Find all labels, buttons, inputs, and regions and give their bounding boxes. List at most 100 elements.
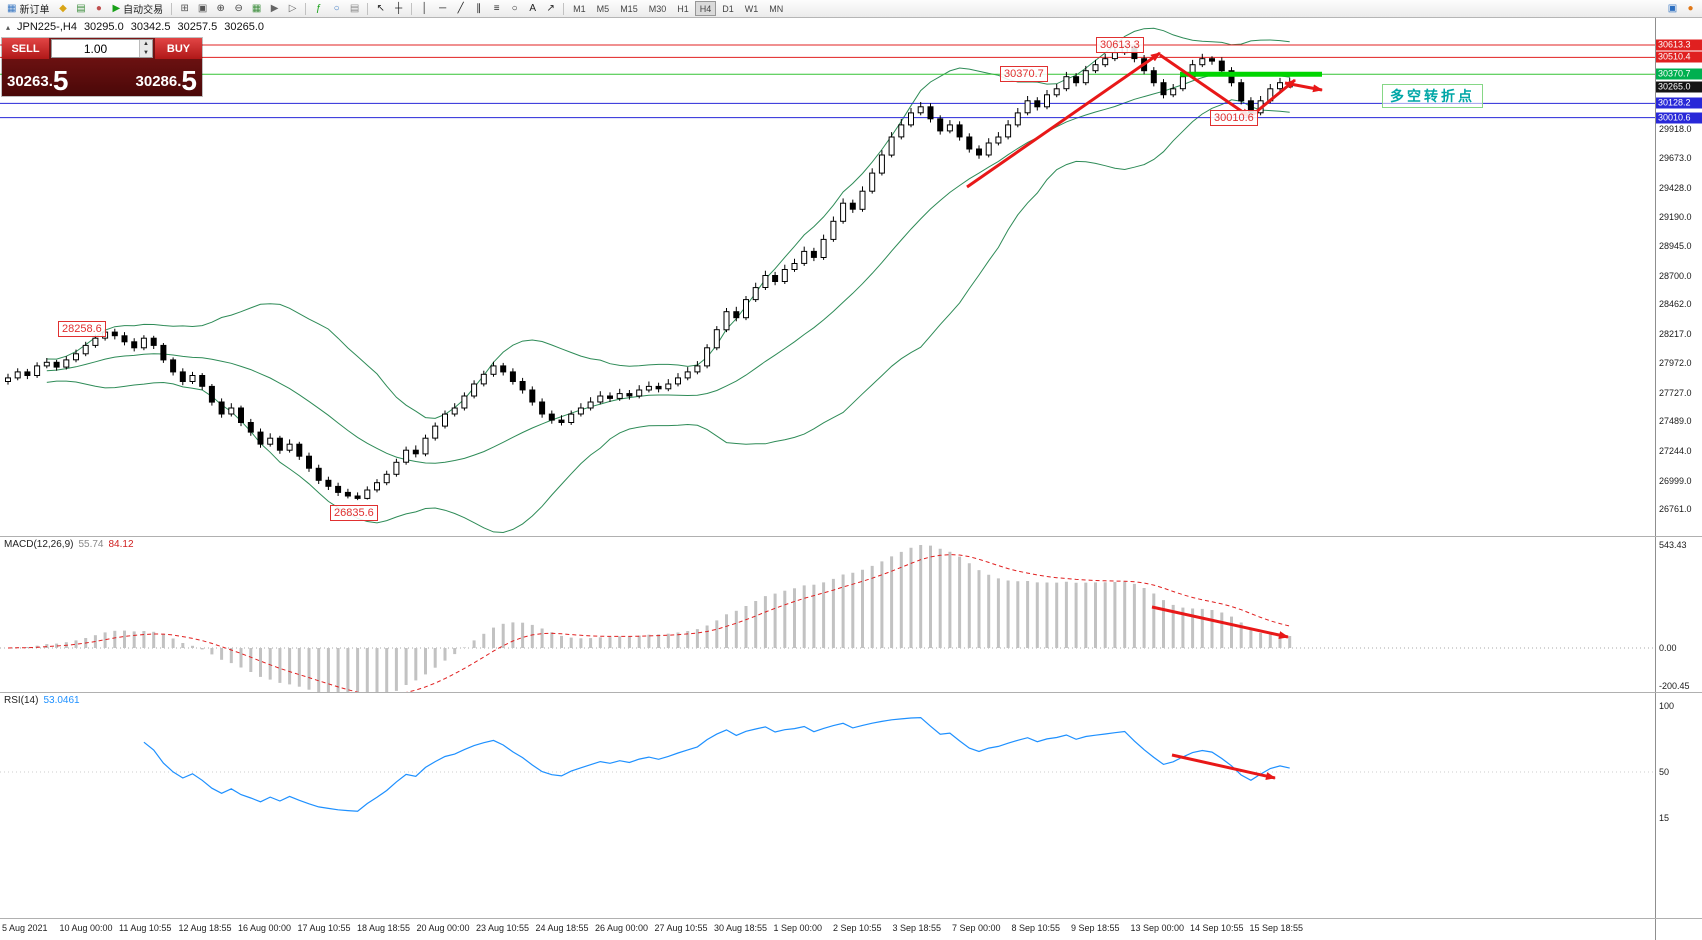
rsi-panel-canvas[interactable] [0, 693, 1655, 918]
timeframe-d1[interactable]: D1 [722, 3, 734, 14]
price-tick: 27489.0 [1659, 416, 1692, 427]
one-click-trade-widget: SELL ▲ ▼ BUY 30263. 5 30286. 5 [2, 38, 202, 96]
candles [5, 45, 1293, 501]
market-watch-icon[interactable]: ◆ [59, 3, 67, 14]
time-label: 11 Aug 10:55 [119, 923, 172, 933]
auto-trading-button[interactable]: ▶ 自动交易 [108, 2, 167, 16]
macd-label: MACD(12,26,9) 55.74 84.12 [4, 539, 134, 550]
timeframe-m5[interactable]: M5 [596, 3, 610, 14]
time-label: 20 Aug 00:00 [416, 923, 470, 933]
templates-icon[interactable]: ▤ [349, 3, 360, 14]
timeframe-h4[interactable]: H4 [694, 1, 717, 16]
horizontal-level-lines [0, 44, 1655, 119]
time-label: 26 Aug 00:00 [595, 923, 649, 933]
macd-signal-value: 84.12 [108, 539, 134, 550]
text-tool-icon[interactable]: A [529, 3, 536, 14]
panel-separator [0, 692, 1702, 693]
horizontal-line-icon[interactable]: ─ [439, 3, 447, 14]
top-toolbar: ▦ 新订单 ◆ ▤ ● ▶ 自动交易 ⊞ ▣ ⊕ ⊖ ▦ ▶ ▷ ƒ ○ ▤ ↖ ┼ │ ─ ╱ ∥ ≡ ○ A ↗ M1 M5 M15 M… [0, 0, 1702, 18]
price-scale[interactable]: 29918.0 29673.0 29428.0 29190.0 28945.0 28700… [1655, 18, 1702, 940]
main-chart-canvas[interactable] [0, 18, 1655, 536]
price-tick: 28945.0 [1659, 241, 1692, 251]
price-line-tag: 30128.2 [1656, 97, 1702, 109]
data-window-icon[interactable]: ▤ [76, 3, 86, 14]
symbol-marker-icon: ▴ [6, 22, 11, 32]
rsi-value: 53.0461 [43, 695, 80, 706]
price-line-tag: 30265.0 [1656, 81, 1702, 93]
timeframe-m1[interactable]: M1 [573, 3, 586, 14]
navigator-icon[interactable]: ● [95, 3, 102, 14]
time-label: 17 Aug 10:55 [297, 923, 351, 933]
price-tick: 27727.0 [1659, 387, 1692, 398]
notification-icon[interactable]: ● [1687, 3, 1694, 14]
auto-scroll-icon[interactable]: ▶ [270, 3, 279, 14]
price-callout: 30010.6 [1210, 110, 1258, 126]
buy-price-big-digit: 5 [181, 65, 197, 96]
time-label: 14 Sep 10:55 [1190, 923, 1244, 933]
tile-windows-icon[interactable]: ⊞ [180, 3, 189, 14]
buy-price-main: 30286. [135, 73, 182, 90]
indicators-icon[interactable]: ƒ [315, 3, 322, 14]
price-line-tag: 30510.4 [1656, 51, 1702, 63]
time-label: 3 Sep 18:55 [892, 923, 942, 933]
buy-price[interactable]: 30286. 5 [135, 65, 197, 96]
timeframe-mn[interactable]: MN [769, 3, 784, 14]
price-tick: 29918.0 [1659, 123, 1692, 134]
vertical-line-icon[interactable]: │ [421, 3, 428, 14]
price-callout: 30370.7 [1000, 66, 1048, 82]
price-line-tag: 30010.6 [1656, 112, 1702, 124]
ohlc-close: 30265.0 [224, 21, 264, 33]
crosshair-icon[interactable]: ┼ [395, 3, 403, 14]
sell-price-big-digit: 5 [52, 65, 69, 96]
toolbar-separator [367, 2, 369, 15]
rsi-name: RSI(14) [4, 695, 39, 706]
buy-button[interactable]: BUY [155, 38, 202, 59]
cursor-icon[interactable]: ↖ [376, 3, 385, 14]
volume-down-icon[interactable]: ▼ [139, 48, 152, 57]
trendline-icon[interactable]: ╱ [457, 3, 464, 14]
volume-up-icon[interactable]: ▲ [139, 40, 152, 49]
shapes-icon[interactable]: ○ [511, 3, 518, 14]
chart-shift-icon[interactable]: ▷ [288, 3, 297, 14]
price-tick: 29428.0 [1659, 182, 1692, 193]
price-tick: 26761.0 [1659, 504, 1692, 515]
zoom-out-icon[interactable]: ⊖ [234, 3, 243, 14]
trend-arrows [966, 51, 1323, 189]
auto-trading-button-label: 自动交易 [123, 5, 164, 16]
auto-trading-icon: ▶ [112, 3, 121, 14]
price-line-tag: 30613.3 [1656, 39, 1702, 51]
volume-input[interactable] [52, 40, 139, 57]
timeframe-m15[interactable]: M15 [620, 3, 638, 14]
fibonacci-icon[interactable]: ≡ [493, 3, 500, 14]
new-order-icon: ▦ [7, 3, 17, 14]
zoom-in-icon[interactable]: ⊕ [216, 3, 225, 14]
rsi-line [143, 716, 1290, 812]
timeframe-m30[interactable]: M30 [648, 3, 667, 14]
bollinger-bands [46, 27, 1290, 534]
time-label: 15 Sep 18:55 [1249, 923, 1304, 933]
ohlc-high: 30342.5 [130, 21, 171, 33]
macd-panel-canvas[interactable] [0, 537, 1655, 692]
community-icon[interactable]: ▣ [1667, 3, 1678, 14]
timeframe-w1[interactable]: W1 [744, 3, 759, 14]
macd-histogram [16, 545, 1292, 692]
toolbar-separator [563, 2, 565, 15]
periods-icon[interactable]: ○ [333, 3, 340, 14]
volume-box: ▲ ▼ [51, 39, 153, 58]
toolbar-separator [305, 2, 307, 15]
time-label: 24 Aug 18:55 [535, 923, 589, 933]
arrows-tool-icon[interactable]: ↗ [546, 3, 555, 14]
new-order-button[interactable]: ▦ 新订单 [3, 2, 53, 16]
sell-price-main: 30263. [7, 73, 53, 90]
time-axis[interactable]: 5 Aug 2021 10 Aug 00:00 11 Aug 10:55 12 Aug… [0, 919, 1655, 940]
price-line-tag: 30370.7 [1656, 68, 1702, 80]
turning-point-note: 多空转折点 [1382, 84, 1483, 108]
timeframe-h1[interactable]: H1 [677, 3, 689, 14]
sell-price[interactable]: 30263. 5 [7, 65, 69, 96]
price-callout: 28258.6 [58, 321, 106, 337]
grid-icon[interactable]: ▦ [251, 3, 262, 14]
macd-signal-line [7, 554, 1290, 692]
sell-button[interactable]: SELL [2, 38, 49, 59]
channel-icon[interactable]: ∥ [476, 3, 482, 14]
cascade-windows-icon[interactable]: ▣ [197, 3, 208, 14]
